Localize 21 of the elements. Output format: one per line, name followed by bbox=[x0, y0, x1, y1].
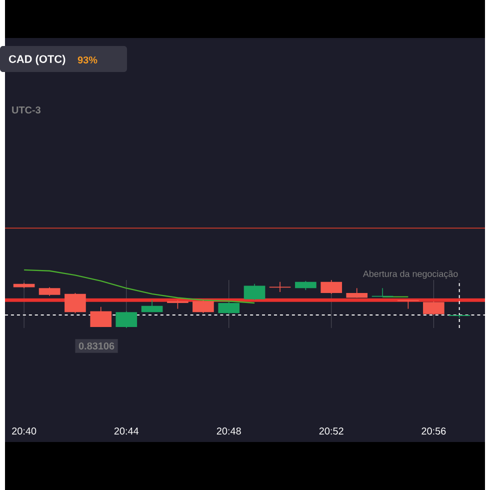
text: 93% bbox=[78, 56, 98, 64]
candlestick bbox=[64, 292, 86, 314]
candlestick bbox=[192, 300, 214, 314]
ref-line-label: Abertura da negociação bbox=[363, 270, 458, 279]
candlestick bbox=[218, 302, 240, 314]
candlestick bbox=[269, 282, 291, 292]
candlestick bbox=[244, 283, 266, 301]
candlestick bbox=[372, 288, 394, 298]
candlestick bbox=[90, 306, 112, 328]
candlestick bbox=[423, 300, 444, 316]
candlestick bbox=[346, 288, 368, 298]
chart-title: CAD (OTC) bbox=[9, 54, 66, 66]
candlestick bbox=[320, 280, 342, 294]
candlestick bbox=[295, 280, 316, 290]
x-tick-label: 20:52 bbox=[320, 428, 344, 435]
text: 0.83106 bbox=[79, 342, 114, 350]
x-tick-label: 20:44 bbox=[114, 428, 139, 435]
x-tick-label: 20:48 bbox=[217, 428, 242, 435]
text: UTC-3 bbox=[12, 106, 41, 114]
x-tick-label: 20:40 bbox=[12, 428, 36, 435]
x-tick-label: 20:56 bbox=[422, 428, 446, 435]
